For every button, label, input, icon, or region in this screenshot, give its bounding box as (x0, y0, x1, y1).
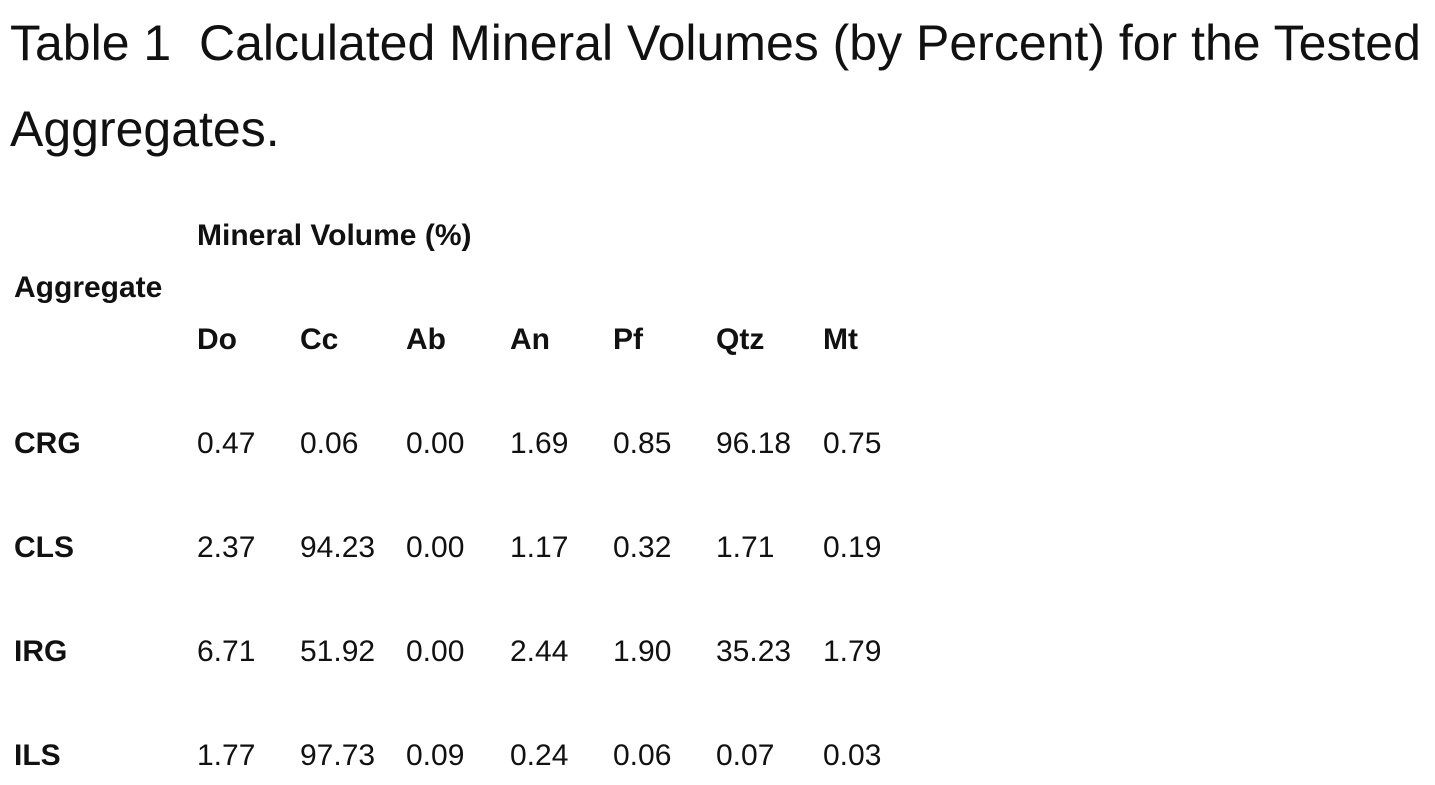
cell-value: 0.19 (823, 531, 882, 564)
cell-value: 0.00 (406, 531, 465, 564)
column-header: Do (197, 323, 237, 356)
column-header: An (510, 323, 550, 356)
cell-value: 0.24 (510, 739, 569, 772)
cell-value: 0.32 (613, 531, 672, 564)
cell-value: 96.18 (716, 427, 792, 460)
column-header: Qtz (716, 323, 765, 356)
cell-value: 1.17 (510, 531, 569, 564)
cell-value: 1.71 (716, 531, 775, 564)
table-title: Table 1 Calculated Mineral Volumes (by P… (10, 15, 1433, 157)
cell-value: 0.03 (823, 739, 882, 772)
cell-value: 0.06 (300, 427, 359, 460)
column-header: Mt (823, 323, 858, 356)
cell-value: 6.71 (197, 635, 256, 668)
cell-value: 0.47 (197, 427, 256, 460)
column-header: Ab (406, 323, 446, 356)
cell-value: 0.00 (406, 635, 465, 668)
row-label: ILS (14, 739, 61, 772)
cell-value: 51.92 (300, 635, 376, 668)
row-header: Aggregate (14, 271, 163, 304)
cell-value: 1.90 (613, 635, 672, 668)
cell-value: 94.23 (300, 531, 376, 564)
cell-value: 0.09 (406, 739, 465, 772)
cell-value: 0.75 (823, 427, 882, 460)
cell-value: 2.44 (510, 635, 569, 668)
row-label: CRG (14, 427, 81, 460)
cell-value: 0.06 (613, 739, 672, 772)
group-header: Mineral Volume (%) (197, 219, 472, 252)
cell-value: 35.23 (716, 635, 792, 668)
row-label: CLS (14, 531, 74, 564)
column-header: Pf (613, 323, 643, 356)
row-label: IRG (14, 635, 68, 668)
cell-value: 1.77 (197, 739, 256, 772)
cell-value: 97.73 (300, 739, 376, 772)
cell-value: 1.79 (823, 635, 882, 668)
column-header: Cc (300, 323, 339, 356)
cell-value: 0.07 (716, 739, 775, 772)
cell-value: 0.00 (406, 427, 465, 460)
cell-value: 0.85 (613, 427, 672, 460)
cell-value: 2.37 (197, 531, 256, 564)
cell-value: 1.69 (510, 427, 569, 460)
